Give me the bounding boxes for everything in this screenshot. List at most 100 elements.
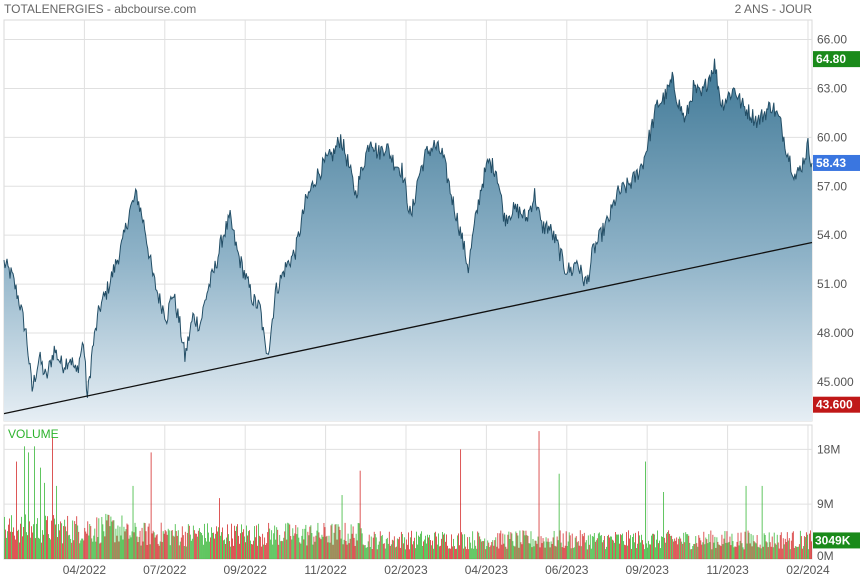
volume-bar bbox=[137, 542, 139, 559]
x-tick-label: 11/2023 bbox=[706, 563, 749, 577]
volume-bar bbox=[14, 535, 15, 559]
volume-bar bbox=[76, 516, 78, 559]
volume-bar bbox=[53, 515, 54, 559]
volume-bar bbox=[230, 546, 231, 559]
volume-bar bbox=[47, 516, 48, 559]
volume-bar bbox=[136, 536, 138, 559]
volume-bar bbox=[245, 542, 246, 559]
volume-bar bbox=[471, 548, 473, 559]
volume-bar bbox=[254, 526, 255, 559]
volume-bar bbox=[501, 544, 503, 559]
volume-bar bbox=[13, 527, 14, 559]
volume-bar bbox=[537, 536, 539, 559]
volume-bar bbox=[619, 543, 620, 559]
volume-bar bbox=[632, 536, 633, 559]
volume-bar bbox=[279, 534, 281, 559]
volume-bar bbox=[663, 492, 665, 559]
volume-bar bbox=[614, 542, 615, 559]
volume-bar bbox=[654, 534, 655, 559]
volume-bar bbox=[316, 530, 318, 559]
volume-bar bbox=[108, 514, 110, 559]
volume-bar bbox=[44, 482, 45, 559]
volume-bar bbox=[81, 538, 83, 559]
volume-bar bbox=[568, 532, 570, 559]
volume-bar bbox=[87, 521, 89, 559]
volume-bar bbox=[637, 543, 638, 559]
volume-bar bbox=[52, 437, 53, 559]
volume-bar bbox=[125, 529, 127, 559]
volume-bar bbox=[364, 545, 366, 559]
volume-bar bbox=[409, 549, 410, 559]
volume-bar bbox=[299, 542, 301, 559]
volume-bar bbox=[518, 547, 520, 559]
volume-bar bbox=[282, 541, 284, 559]
price-marker-label: 64.80 bbox=[816, 52, 846, 66]
volume-bar bbox=[135, 526, 137, 559]
volume-bar bbox=[709, 542, 711, 559]
volume-bar bbox=[770, 546, 772, 559]
volume-bar bbox=[604, 549, 606, 559]
volume-bar bbox=[586, 549, 588, 559]
volume-bar bbox=[485, 549, 487, 559]
volume-bar bbox=[60, 521, 62, 559]
volume-bar bbox=[218, 527, 219, 559]
volume-bar bbox=[242, 532, 243, 559]
volume-bar bbox=[382, 543, 384, 559]
volume-bar bbox=[682, 543, 684, 559]
volume-bar bbox=[732, 541, 734, 559]
volume-bar bbox=[34, 446, 35, 559]
volume-bar bbox=[408, 532, 409, 559]
volume-bar bbox=[221, 532, 222, 559]
volume-bar bbox=[158, 545, 160, 559]
volume-bar bbox=[639, 535, 640, 559]
volume-bar bbox=[489, 547, 491, 559]
volume-bar bbox=[502, 533, 504, 559]
volume-bar bbox=[217, 531, 218, 559]
volume-bar bbox=[541, 543, 543, 559]
volume-bar bbox=[259, 535, 261, 559]
volume-bar bbox=[198, 528, 200, 559]
volume-bar bbox=[543, 541, 545, 559]
x-axis: 04/2022 07/2022 09/2022 11/2022 02/2023 04/20… bbox=[63, 563, 830, 577]
volume-bar bbox=[426, 543, 427, 559]
volume-bar bbox=[166, 534, 168, 559]
volume-bars bbox=[4, 431, 812, 559]
x-tick-label: 09/2023 bbox=[625, 563, 669, 577]
volume-bar bbox=[512, 541, 514, 559]
volume-bar bbox=[554, 545, 556, 559]
volume-bar bbox=[478, 532, 480, 559]
volume-bar bbox=[114, 542, 116, 559]
volume-bar bbox=[411, 530, 412, 559]
volume-bar bbox=[677, 544, 679, 559]
volume-bar bbox=[164, 530, 166, 559]
volume-bar bbox=[182, 535, 184, 559]
volume-bar bbox=[476, 548, 478, 559]
volume-bar bbox=[202, 544, 204, 559]
volume-bar bbox=[441, 538, 442, 559]
volume-bar bbox=[511, 533, 513, 559]
volume-bar bbox=[278, 544, 280, 559]
volume-bar bbox=[599, 535, 601, 559]
volume-bar bbox=[613, 540, 614, 559]
volume-bar bbox=[64, 519, 66, 559]
volume-bar bbox=[536, 543, 538, 559]
volume-bar bbox=[710, 530, 712, 559]
volume-bar bbox=[786, 532, 788, 559]
volume-bar bbox=[570, 548, 572, 559]
volume-bar bbox=[186, 532, 188, 559]
volume-bar bbox=[457, 535, 458, 559]
volume-bar bbox=[703, 531, 705, 559]
volume-bar bbox=[808, 533, 810, 559]
volume-bar bbox=[48, 534, 49, 559]
volume-bar bbox=[334, 524, 336, 559]
volume-bar bbox=[388, 531, 390, 559]
volume-bar bbox=[410, 537, 411, 559]
volume-bar bbox=[329, 542, 331, 559]
volume-bar bbox=[401, 534, 403, 559]
volume-bar bbox=[348, 543, 350, 559]
volume-bar bbox=[404, 549, 406, 559]
volume-bar bbox=[62, 543, 64, 559]
volume-bar bbox=[493, 545, 495, 559]
volume-bar bbox=[46, 520, 47, 559]
